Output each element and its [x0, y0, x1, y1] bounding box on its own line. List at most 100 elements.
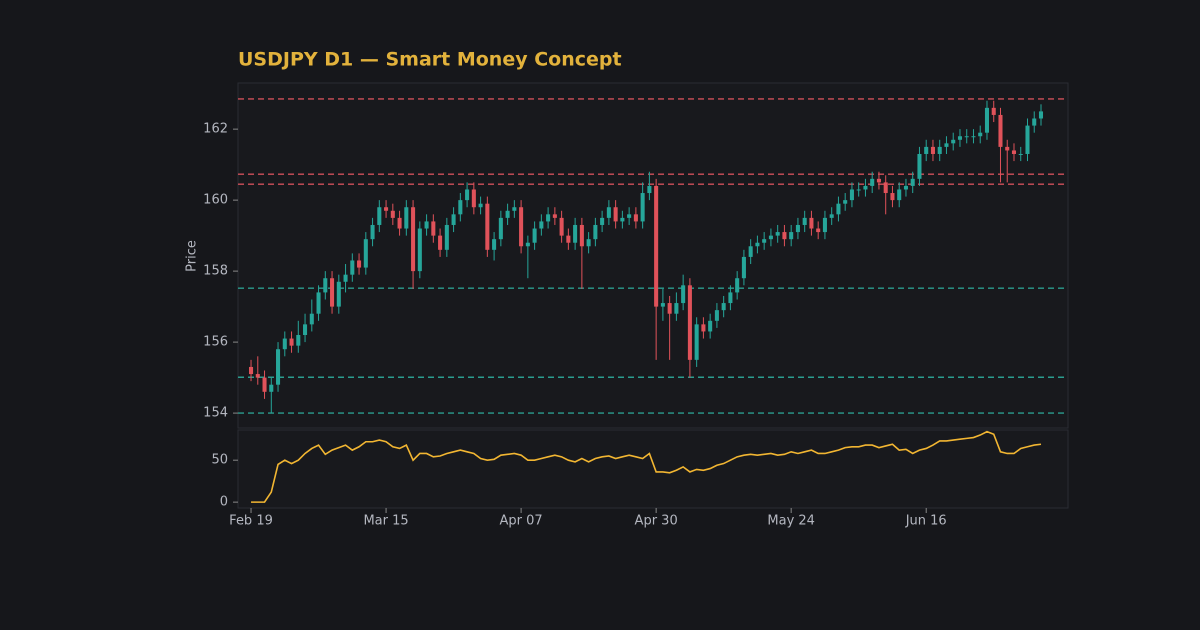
candle-body — [984, 107, 990, 133]
candle-body — [384, 207, 389, 211]
candle-body — [573, 224, 578, 243]
candle-body — [465, 189, 470, 201]
candle-body — [762, 239, 767, 243]
price-panel — [237, 82, 1069, 429]
chart-title: USDJPY D1 — Smart Money Concept — [238, 49, 622, 71]
x-tick-label: Mar 15 — [363, 514, 408, 529]
candle-body — [600, 217, 605, 225]
x-tick-label: Apr 30 — [635, 514, 678, 529]
indicator-panel — [237, 429, 1069, 509]
candle-body — [309, 313, 314, 325]
candle-body — [417, 228, 422, 272]
candle-body — [903, 185, 908, 190]
candle-body — [492, 239, 497, 250]
candle-body — [370, 224, 375, 240]
candle-body — [363, 239, 368, 268]
candle-body — [775, 232, 780, 236]
candle-body — [431, 221, 436, 236]
candle-body — [755, 242, 760, 247]
candle-body — [519, 207, 524, 247]
x-tick-label: Apr 07 — [500, 514, 543, 529]
candle-body — [674, 303, 679, 314]
y-tick-label: 158 — [203, 264, 228, 279]
candle-body — [404, 207, 409, 229]
candle-body — [343, 274, 348, 282]
candle-body — [789, 232, 794, 240]
candle-body — [694, 324, 699, 360]
candle-body — [863, 185, 868, 190]
candle-body — [802, 217, 807, 225]
candle-body — [377, 207, 382, 225]
candle-body — [566, 235, 571, 243]
candle-body — [552, 214, 557, 218]
candle-body — [438, 235, 443, 250]
candle-body — [525, 242, 530, 247]
y-tick-label: 0 — [220, 495, 228, 510]
x-tick-label: Jun 16 — [905, 514, 947, 529]
candle-body — [795, 224, 800, 233]
candle-body — [964, 136, 969, 138]
candle-body — [1038, 111, 1044, 119]
y-tick-label: 50 — [211, 453, 228, 468]
candle-body — [330, 278, 335, 307]
candle-body — [249, 366, 254, 375]
candle-body — [613, 207, 618, 222]
candle-body — [883, 182, 888, 194]
candle-body — [1032, 118, 1037, 126]
candle-body — [390, 210, 395, 218]
candle-body — [336, 281, 341, 307]
candle-body — [890, 193, 895, 201]
candle-body — [620, 217, 625, 222]
candle-body — [282, 338, 287, 350]
candle-body — [681, 285, 686, 304]
candle-body — [633, 214, 638, 222]
candle-body — [262, 377, 267, 392]
candle-body — [586, 239, 591, 247]
candle-body — [397, 217, 402, 229]
x-tick-label: Feb 19 — [229, 514, 273, 529]
candle-body — [498, 217, 503, 240]
candle-body — [816, 228, 821, 233]
candle-body — [451, 214, 456, 225]
candle-body — [539, 221, 544, 229]
candle-body — [836, 203, 841, 215]
candle-body — [870, 178, 875, 186]
candle-body — [1011, 150, 1017, 154]
candle-body — [721, 303, 726, 311]
candle-body — [876, 178, 881, 183]
candle-body — [1018, 153, 1023, 155]
candle-body — [917, 153, 922, 179]
candle-body — [897, 189, 902, 201]
y-tick-label: 162 — [203, 122, 228, 137]
candle-body — [350, 260, 355, 275]
candle-body — [809, 217, 814, 229]
candle-body — [471, 189, 476, 208]
candle-body — [1025, 125, 1030, 154]
candle-body — [505, 210, 510, 218]
candle-body — [512, 207, 517, 211]
candle-body — [296, 335, 301, 346]
candle-body — [579, 224, 584, 247]
candle-body — [627, 214, 632, 218]
candle-body — [822, 217, 827, 233]
candle-body — [316, 292, 321, 314]
candle-body — [924, 146, 929, 154]
candle-body — [546, 214, 551, 222]
candle-body — [411, 207, 416, 272]
candle-body — [458, 200, 463, 215]
candle-body — [667, 303, 672, 314]
y-tick-label: 156 — [203, 335, 228, 350]
candle-body — [768, 235, 773, 240]
candle-body — [971, 136, 976, 138]
candle-body — [708, 320, 713, 332]
candle-body — [255, 374, 260, 378]
candle-body — [957, 136, 962, 140]
candle-body — [701, 324, 706, 332]
y-axis-label: Price — [185, 240, 200, 272]
x-tick-label: May 24 — [767, 514, 815, 529]
candle-body — [991, 107, 996, 115]
candle-body — [910, 178, 915, 186]
candle-body — [444, 224, 449, 250]
candle-body — [647, 185, 652, 194]
